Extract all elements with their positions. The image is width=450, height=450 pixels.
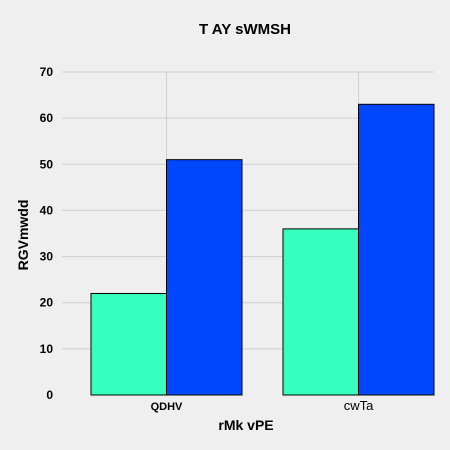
x-tick-label: QDHV (151, 401, 183, 413)
bar (358, 103, 435, 396)
y-axis-label: RGVmwdd (15, 200, 31, 271)
x-tick-label: cwTa (344, 398, 374, 413)
y-tick-label: 40 (40, 203, 54, 217)
chart-title: T AY sWMSH (199, 21, 291, 38)
y-tick-label: 0 (46, 388, 53, 402)
x-axis-label: rMk vPE (218, 417, 273, 433)
y-tick-label: 50 (40, 157, 54, 171)
y-tick-label: 10 (40, 342, 54, 356)
bar (282, 228, 359, 396)
y-tick-label: 70 (40, 65, 54, 79)
y-tick-label: 30 (40, 250, 54, 264)
y-tick-label: 20 (40, 296, 54, 310)
bar (90, 292, 167, 396)
bar (166, 159, 243, 396)
x-tick-labels: QDHV cwTa (151, 398, 374, 413)
bars (90, 103, 435, 396)
y-tick-labels: 0 10 20 30 40 50 60 70 (40, 65, 54, 402)
y-tick-label: 60 (40, 111, 54, 125)
